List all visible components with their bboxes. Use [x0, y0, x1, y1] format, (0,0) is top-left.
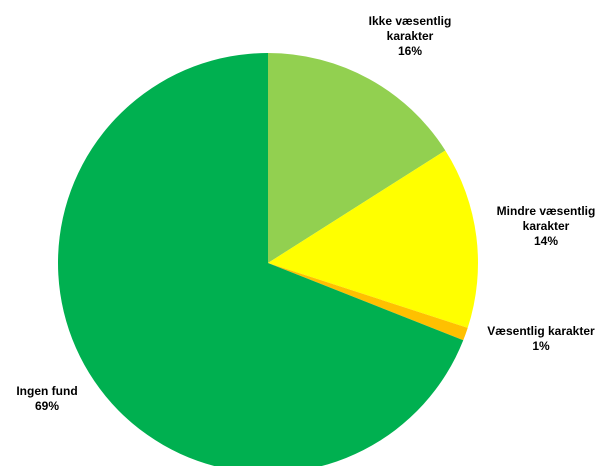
data-label-value: 69%: [35, 399, 59, 413]
pie-slice-vaesentlig-karakter: [268, 263, 468, 341]
labels-layer: Ikke væsentlig karakter 16%Mindre væsentli…: [16, 14, 595, 413]
data-label-value: 1%: [532, 339, 550, 353]
data-label-category-line: Ikke væsentlig: [369, 14, 452, 28]
slices-layer: [58, 53, 478, 471]
data-label-ikke-vaesentlig-karakter: Ikke væsentlig karakter 16%: [369, 14, 452, 58]
pie-slice-mindre-vaesentlig-karakter: [268, 150, 478, 328]
data-label-value: 16%: [398, 44, 422, 58]
data-label-value: 14%: [534, 234, 558, 248]
pie-slice-ikke-vaesentlig-karakter: [268, 53, 446, 263]
data-label-vaesentlig-karakter: Væsentlig karakter 1%: [487, 324, 595, 353]
data-label-category-line: Ingen fund: [16, 384, 77, 398]
data-label-category-line: karakter: [523, 219, 570, 233]
data-label-mindre-vaesentlig-karakter: Mindre væsentlig karakter 14%: [497, 204, 596, 248]
data-label-category-line: karakter: [387, 29, 434, 43]
data-label-ingen-fund: Ingen fund 69%: [16, 384, 77, 413]
data-label-category-line: Væsentlig karakter: [487, 324, 595, 338]
pie-slice-ingen-fund: [58, 53, 464, 471]
data-label-category-line: Mindre væsentlig: [497, 204, 596, 218]
